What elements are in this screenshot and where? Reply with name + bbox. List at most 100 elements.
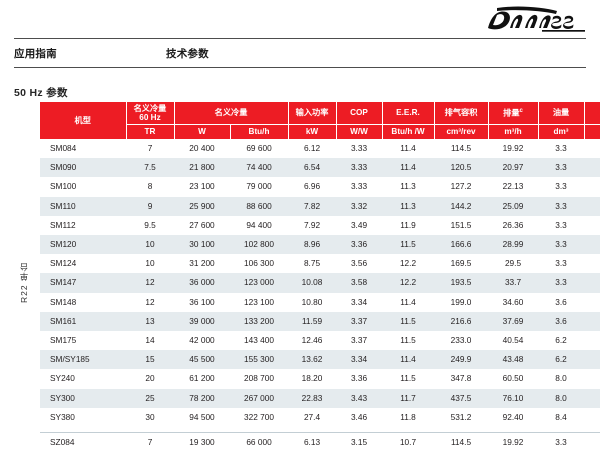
cell-btu: 74 400 [246,162,272,173]
cell-kw: 22.83 [301,392,323,403]
cell-flow: 92.40 [502,411,524,422]
cell-oil: 6.2 [555,335,567,346]
cell-kw: 6.13 [288,431,337,450]
table-row: SY380 30 94 500 322 700 27.4 3.46 11.8 531.2 92.… [40,407,600,428]
cell-btu: 106 300 [244,258,274,269]
unit-cm3rev: cm³/rev [434,123,489,139]
cell-w: 61 200 [189,373,215,384]
col-header-cop: COP [336,102,383,124]
cell-model: SM120 [50,239,77,250]
cell-tr: 13 [145,315,155,326]
cell-flow: 33.7 [504,277,522,288]
cell-btu: 267 000 [244,392,274,403]
cell-oil: 3.3 [555,181,567,192]
cell-oil: 3.3 [555,258,567,269]
cell-eer: 11.5 [400,335,416,346]
cell-disp: 120.5 [450,162,472,173]
cell-w: 30 100 [189,239,215,250]
cell-w: 78 200 [189,392,215,403]
danfoss-logo [482,6,586,36]
cell-oil: 3.3 [555,200,567,211]
table-row: SM175 14 42 000 143 400 12.46 3.37 11.5 233.0 40… [40,331,600,351]
cell-kw: 13.62 [301,354,323,365]
table-row: SM100 8 23 100 79 000 6.96 3.33 11.3 127.2 22.13… [40,177,600,197]
cell-cop: 3.34 [350,296,368,307]
cell-weight: 158 [584,408,600,427]
cell-cop: 3.49 [350,219,368,230]
col-header-oil-charge: 油量 [538,102,585,124]
col-header-eer: E.E.R. [382,102,435,124]
cell-tr: 12 [145,277,155,288]
cell-weight: 88 [584,312,600,331]
cell-cop: 3.37 [350,335,368,346]
cell-model: SM084 [50,143,77,153]
cell-disp: 199.0 [450,296,472,307]
cell-kw: 10.08 [301,277,323,288]
cell-model: SM090 [50,162,77,173]
cell-kw: 8.75 [303,258,321,269]
table-row: SM124 10 31 200 106 300 8.75 3.56 12.2 169.5 29.… [40,254,600,274]
cell-disp: 193.5 [450,277,472,288]
cell-tr: 9.5 [144,219,156,230]
table-row: SY240 20 61 200 208 700 18.20 3.36 11.5 347.8 60… [40,369,600,389]
cell-w: 42 000 [189,335,215,346]
cell-flow: 25.09 [502,200,524,211]
col-header-nominal-60hz: 名义冷量 60 Hz [126,102,175,124]
cell-eer: 11.4 [400,162,416,173]
cell-weight: 67 [584,273,600,292]
cell-flow: 60.50 [502,373,524,384]
cell-weight: 157 [584,389,600,408]
spec-table: 机型 名义冷量 60 Hz 名义冷量 输入功率 COP [40,102,600,450]
cell-eer: 11.3 [400,181,416,192]
cell-eer: 11.7 [400,392,416,403]
cell-cop: 3.36 [350,239,368,250]
cell-tr: 7.5 [144,162,156,173]
cell-model: SM161 [50,315,77,326]
cell-kw: 7.82 [303,200,321,211]
cell-cop: 3.32 [350,200,368,211]
unit-btuhw: Btu/h /W [382,123,435,139]
cell-oil: 3.3 [555,239,567,250]
cell-flow: 20.97 [502,162,524,173]
cell-model: SM147 [50,277,77,288]
header-rule-bottom [14,67,586,68]
cell-eer: 11.4 [400,354,416,365]
cell-eer: 11.5 [400,373,416,384]
cell-disp: 114.5 [450,143,472,153]
cell-w: 27 600 [189,219,215,230]
cell-flow: 37.69 [502,315,524,326]
cell-model: SZ084 [40,431,126,450]
cell-kw: 18.20 [301,373,323,384]
unit-m3h: m³/h [488,123,539,139]
cell-cop: 3.56 [350,258,368,269]
cell-disp: 216.6 [450,315,472,326]
cell-eer: 11.3 [400,200,416,211]
cell-disp: 114.5 [434,431,489,450]
cell-model: SY240 [50,373,75,384]
col-header-power-input: 输入功率 [288,102,337,124]
spec-table-head: 机型 名义冷量 60 Hz 名义冷量 输入功率 COP [40,102,600,139]
cell-eer: 11.9 [400,219,416,230]
cell-model: SM175 [50,335,77,346]
cell-w: 20 400 [189,143,215,153]
cell-cop: 3.37 [350,315,368,326]
cell-flow: 19.92 [502,143,524,153]
cell-btu: 143 400 [244,335,274,346]
cell-kw: 12.46 [301,335,323,346]
cell-btu: 69 600 [246,143,272,153]
table-row: SM110 9 25 900 88 600 7.82 3.32 11.3 144.2 25.09… [40,196,600,216]
table-row: SM090 7.5 21 800 74 400 6.54 3.33 11.4 120.5 20.… [40,158,600,178]
cell-weight: 64 [584,254,600,273]
cell-tr: 10 [145,258,155,269]
cell-oil: 3.3 [555,162,567,173]
cell-btu: 102 800 [244,239,274,250]
cell-tr: 15 [145,354,155,365]
cell-btu: 66 000 [230,431,289,450]
cell-kw: 11.59 [301,315,323,326]
cell-btu: 155 300 [244,354,274,365]
table-row: SM084 7 20 400 69 600 6.12 3.33 11.4 114.5 19.92… [40,139,600,159]
unit-kg: kg [584,123,600,139]
cell-flow: 43.48 [502,354,524,365]
unit-btuh: Btu/h [230,123,289,139]
cell-cop: 3.15 [336,431,383,450]
